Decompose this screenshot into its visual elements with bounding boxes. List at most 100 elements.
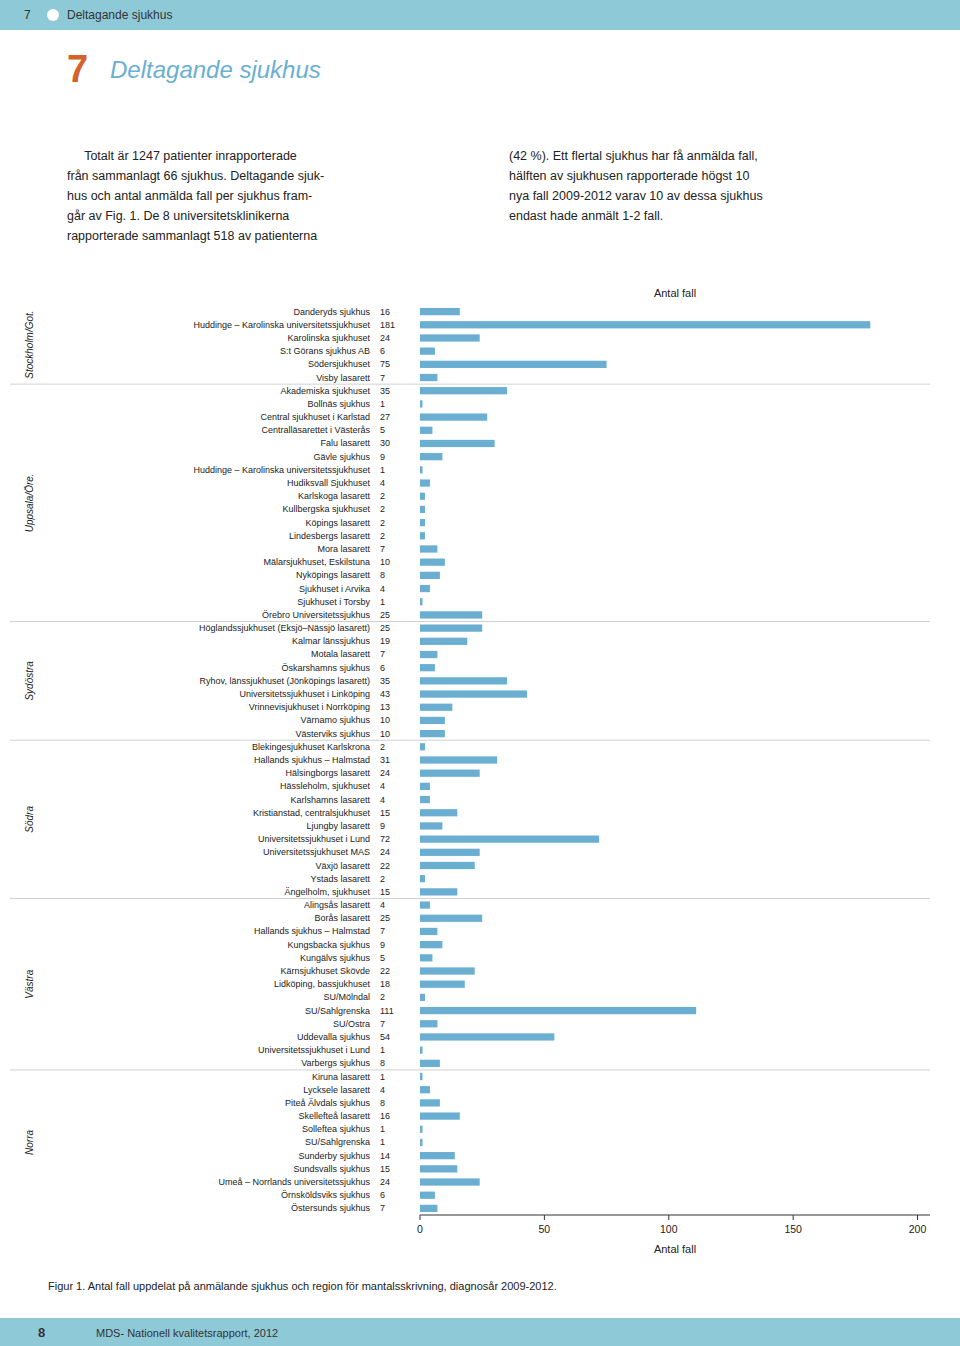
category-label: Lindesbergs lasarett (289, 531, 371, 541)
bar (420, 967, 475, 974)
category-label: Lycksele lasarett (303, 1085, 370, 1095)
bars (420, 308, 870, 1212)
group-label: Uppsala/Öre. (25, 473, 36, 532)
bar (420, 717, 445, 724)
background (0, 0, 960, 1346)
data-label: 2 (380, 992, 385, 1002)
category-label: Blekingesjukhuset Karlskrona (252, 742, 370, 752)
data-label: 16 (380, 1111, 390, 1121)
bar (420, 638, 467, 645)
bar (420, 361, 607, 368)
data-label: 24 (380, 333, 390, 343)
category-label: Ljungby lasarett (306, 821, 370, 831)
category-label: Örebro Universitetssjukhus (262, 610, 371, 620)
category-label: Kalmar länssjukhus (292, 636, 371, 646)
x-tick-label: 0 (417, 1223, 423, 1235)
category-label: Kungsbacka sjukhus (287, 940, 370, 950)
bar (420, 730, 445, 737)
category-label: Lidköping, bassjukhuset (274, 979, 371, 989)
category-label: Danderyds sjukhus (293, 307, 370, 317)
data-label: 8 (380, 570, 385, 580)
bar (420, 690, 527, 697)
category-label: Universitetssjukhuset i Linköping (239, 689, 370, 699)
bar (420, 1073, 422, 1080)
bar (420, 400, 422, 407)
bar (420, 493, 425, 500)
header-dot (47, 9, 59, 21)
data-label: 10 (380, 729, 390, 739)
category-label: SU/Ostra (333, 1019, 370, 1029)
caption: Figur 1. Antal fall uppdelat på anmäland… (48, 1280, 557, 1292)
axis-label-top: Antal fall (654, 287, 696, 299)
category-label: Universitetssjukhuset i Lund (258, 1045, 370, 1055)
bar (420, 1126, 422, 1133)
bar (420, 783, 430, 790)
page-number: 8 (38, 1325, 45, 1340)
category-label: Öskarshamns sjukhus (281, 663, 370, 673)
bar (420, 1060, 440, 1067)
data-label: 4 (380, 1085, 385, 1095)
data-label: 31 (380, 755, 390, 765)
data-label: 1 (380, 1137, 385, 1147)
category-label: Ängelholm, sjukhuset (284, 887, 370, 897)
bar (420, 334, 480, 341)
bar (420, 888, 457, 895)
bar (420, 1178, 480, 1185)
data-label: 8 (380, 1058, 385, 1068)
category-label: Karlshamns lasarett (290, 795, 370, 805)
bar (420, 822, 442, 829)
data-label: 1 (380, 1072, 385, 1082)
category-label: Mora lasarett (317, 544, 370, 554)
bar (420, 1152, 455, 1159)
category-label: Central sjukhuset i Karlstad (260, 412, 370, 422)
bar (420, 704, 452, 711)
bar (420, 427, 432, 434)
x-tick-label: 50 (539, 1223, 551, 1235)
data-label: 24 (380, 768, 390, 778)
bar (420, 677, 507, 684)
data-label: 4 (380, 478, 385, 488)
group-label: Västra (25, 969, 36, 998)
x-tick (544, 1215, 545, 1220)
category-label: Kristianstad, centralsjukhuset (253, 808, 371, 818)
x-tick-label: 150 (784, 1223, 802, 1235)
data-label: 5 (380, 425, 385, 435)
bar (420, 862, 475, 869)
category-label: Borås lasarett (314, 913, 370, 923)
bar (420, 954, 432, 961)
data-label: 9 (380, 452, 385, 462)
bar (420, 849, 480, 856)
bar (420, 532, 425, 539)
header-text: Deltagande sjukhus (67, 8, 172, 22)
group-divider (10, 1069, 930, 1070)
data-label: 2 (380, 491, 385, 501)
data-label: 24 (380, 847, 390, 857)
group-label: Sydöstra (25, 661, 36, 701)
category-label: Akademiska sjukhuset (280, 386, 370, 396)
x-tick (420, 1215, 421, 1220)
bar (420, 1112, 460, 1119)
data-label: 54 (380, 1032, 390, 1042)
x-axis-line (420, 1215, 930, 1216)
category-label: Vrinnevisjukhuset i Norrköping (249, 702, 370, 712)
bar (420, 1205, 437, 1212)
data-label: 6 (380, 663, 385, 673)
body-text: Totalt är 1247 patienter inrapporteradef… (67, 149, 324, 243)
chapter-number: 7 (67, 48, 88, 90)
category-label: SU/Sahlgrenska (305, 1137, 370, 1147)
data-label: 2 (380, 742, 385, 752)
page: 7Deltagande sjukhus7Deltagande sjukhus T… (0, 0, 960, 1346)
data-label: 13 (380, 702, 390, 712)
bar (420, 1099, 440, 1106)
data-label: 35 (380, 386, 390, 396)
category-label: Hälsingborgs lasarett (285, 768, 370, 778)
body-text: (42 %). Ett flertal sjukhus har få anmäl… (509, 149, 763, 223)
group-label: Södra (25, 806, 36, 833)
category-label: Alingsås lasarett (304, 900, 371, 910)
data-label: 35 (380, 676, 390, 686)
data-label: 18 (380, 979, 390, 989)
category-label: S:t Görans sjukhus AB (280, 346, 370, 356)
group-divider (10, 740, 930, 741)
data-label: 7 (380, 649, 385, 659)
data-label: 2 (380, 518, 385, 528)
